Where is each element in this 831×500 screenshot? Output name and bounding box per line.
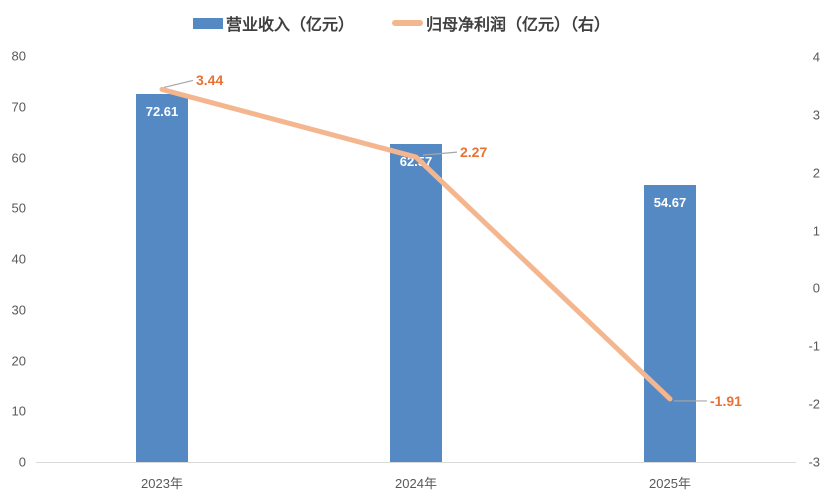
legend-label-net-profit: 归母净利润（亿元）（右） (426, 17, 611, 34)
data-label-leader-line (422, 151, 458, 156)
legend-line-swatch-icon (392, 20, 424, 26)
right-axis-tick: -2 (808, 396, 820, 412)
bar-2024年 (390, 144, 442, 462)
legend-item-net-profit: 归母净利润（亿元）（右） (392, 11, 610, 35)
x-axis-line (36, 462, 796, 463)
legend-item-revenue: 营业收入（亿元） (193, 11, 354, 35)
x-axis-label-2023年: 2023年 (141, 476, 183, 491)
left-axis-tick: 0 (18, 454, 26, 470)
bar-2023年 (136, 93, 188, 462)
legend-label-revenue: 营业收入（亿元） (226, 17, 355, 34)
left-axis-tick: 40 (11, 251, 26, 267)
legend-bar-swatch-icon (193, 17, 223, 29)
right-axis-tick: -1 (808, 338, 820, 354)
right-axis-tick: 1 (812, 223, 820, 239)
left-axis-tick: 10 (11, 403, 26, 419)
bar-value-label: 54.67 (653, 194, 687, 210)
right-axis-tick: 2 (812, 165, 820, 181)
x-axis-label-2025年: 2025年 (649, 476, 691, 491)
right-axis-tick: 4 (812, 49, 820, 65)
line-value-label: 3.44 (196, 72, 224, 89)
left-axis-tick: 20 (11, 353, 26, 368)
left-axis-tick: 70 (11, 99, 26, 115)
left-axis-tick: 50 (11, 200, 26, 216)
bar-value-label: 72.61 (145, 103, 179, 119)
data-label-leader-line (163, 79, 194, 88)
legend: 营业收入（亿元） 归母净利润（亿元）（右） (193, 11, 610, 35)
right-axis-tick: 3 (812, 107, 820, 123)
left-axis-tick: 80 (11, 48, 26, 64)
left-axis-tick: 60 (11, 150, 26, 165)
line-value-label: 2.27 (460, 144, 488, 161)
left-axis-tick: 30 (11, 302, 26, 318)
net-profit-line (159, 86, 673, 402)
x-axis-label-2024年: 2024年 (395, 476, 437, 491)
line-value-label: -1.91 (710, 392, 742, 409)
right-axis-tick: -3 (808, 454, 820, 470)
right-axis-tick: 0 (812, 280, 820, 296)
bar-2025年 (644, 184, 696, 462)
